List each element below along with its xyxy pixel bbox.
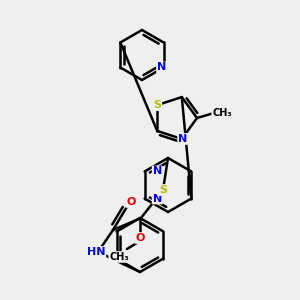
Text: O: O: [135, 233, 145, 243]
Text: S: S: [159, 185, 167, 195]
Text: CH₃: CH₃: [212, 108, 232, 118]
Text: N: N: [157, 62, 166, 73]
Text: CH₃: CH₃: [109, 252, 129, 262]
Text: S: S: [153, 100, 161, 110]
Text: HN: HN: [87, 247, 105, 257]
Text: N: N: [153, 167, 162, 176]
Text: N: N: [178, 134, 188, 144]
Text: N: N: [153, 194, 162, 203]
Text: O: O: [126, 197, 136, 207]
